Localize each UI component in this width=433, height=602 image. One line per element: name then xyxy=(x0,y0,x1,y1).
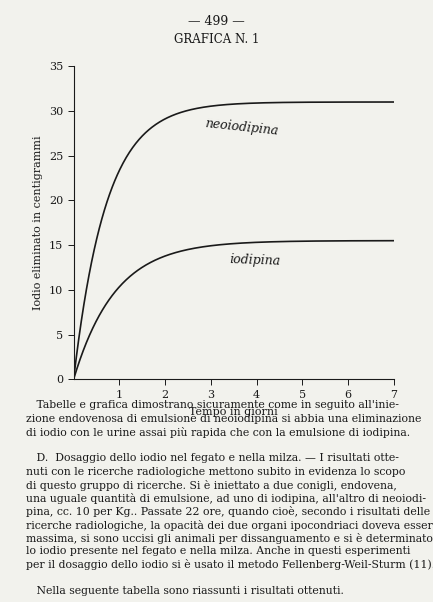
Text: — 499 —: — 499 — xyxy=(188,15,245,28)
Text: lo iodio presente nel fegato e nella milza. Anche in questi esperimenti: lo iodio presente nel fegato e nella mil… xyxy=(26,546,410,556)
Text: Nella seguente tabella sono riassunti i risultati ottenuti.: Nella seguente tabella sono riassunti i … xyxy=(26,586,344,596)
Text: GRAFICA N. 1: GRAFICA N. 1 xyxy=(174,33,259,46)
Text: zione endovenosa di emulsione di neoiodipina si abbia una eliminazione: zione endovenosa di emulsione di neoiodi… xyxy=(26,414,421,424)
Text: Tabelle e grafica dimostrano sicuramente come in seguito all'inie-: Tabelle e grafica dimostrano sicuramente… xyxy=(26,400,399,411)
Y-axis label: Iodio eliminato in centigrammi: Iodio eliminato in centigrammi xyxy=(33,135,43,310)
Text: una uguale quantità di emulsione, ad uno di iodipina, all'altro di neoiodi-: una uguale quantità di emulsione, ad uno… xyxy=(26,493,426,504)
Text: massima, si sono uccisi gli animali per dissanguamento e si è determinato: massima, si sono uccisi gli animali per … xyxy=(26,533,433,544)
Text: D.  Dosaggio dello iodio nel fegato e nella milza. — I risultati otte-: D. Dosaggio dello iodio nel fegato e nel… xyxy=(26,453,399,464)
Text: ricerche radiologiche, la opacità dei due organi ipocondriaci doveva essere: ricerche radiologiche, la opacità dei du… xyxy=(26,520,433,530)
X-axis label: Tempo in giorni: Tempo in giorni xyxy=(190,406,278,417)
Text: iodipina: iodipina xyxy=(229,253,281,267)
Text: pina, cc. 10 per Kg.. Passate 22 ore, quando cioè, secondo i risultati delle: pina, cc. 10 per Kg.. Passate 22 ore, qu… xyxy=(26,506,430,517)
Text: di iodio con le urine assai più rapida che con la emulsione di iodipina.: di iodio con le urine assai più rapida c… xyxy=(26,427,410,438)
Text: di questo gruppo di ricerche. Si è iniettato a due conigli, endovena,: di questo gruppo di ricerche. Si è iniet… xyxy=(26,480,397,491)
Text: neoiodipina: neoiodipina xyxy=(204,117,279,138)
Text: per il dosaggio dello iodio si è usato il metodo Fellenberg-Weil-Sturm (11).: per il dosaggio dello iodio si è usato i… xyxy=(26,559,433,570)
Text: nuti con le ricerche radiologiche mettono subito in evidenza lo scopo: nuti con le ricerche radiologiche metton… xyxy=(26,467,405,477)
